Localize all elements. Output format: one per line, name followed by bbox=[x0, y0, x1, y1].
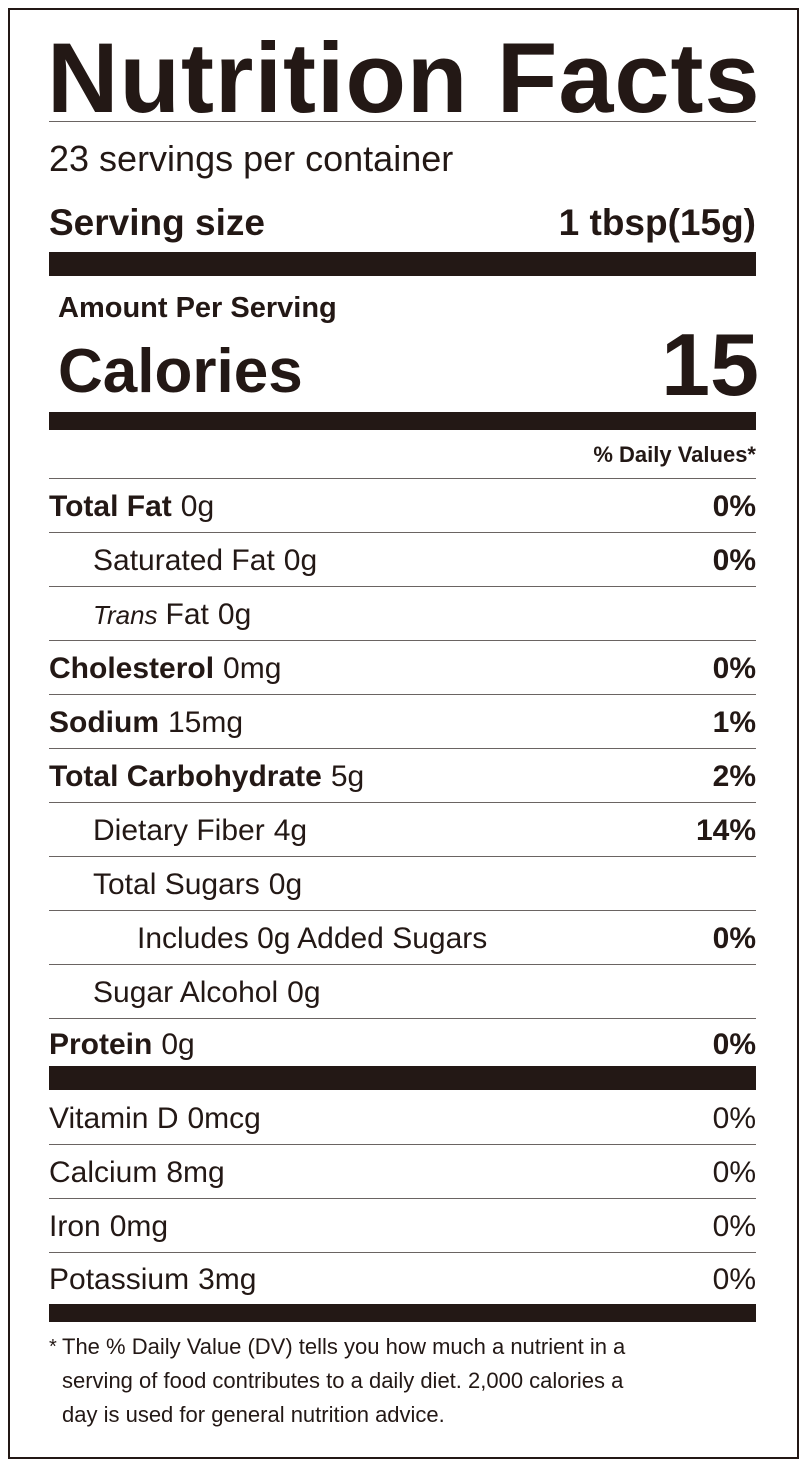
nutrient-amount: 0g bbox=[217, 598, 252, 631]
nutrient-name: Saturated Fat bbox=[93, 544, 275, 577]
nutrient-row: Sodium 15mg 1% bbox=[49, 696, 756, 750]
nutrient-name: Includes 0g Added Sugars bbox=[137, 922, 488, 955]
footnote-line: The % Daily Value (DV) tells you how muc… bbox=[62, 1334, 626, 1359]
title: Nutrition Facts bbox=[47, 22, 761, 133]
nutrient-row: Dietary Fiber 4g 14% bbox=[49, 804, 756, 858]
nutrient-row: Protein 0g 0% bbox=[49, 1020, 756, 1069]
nutrient-name: Total Carbohydrate bbox=[49, 760, 322, 793]
vitamin-name: Vitamin D bbox=[49, 1102, 179, 1135]
divider bbox=[49, 1018, 756, 1019]
daily-value: 0% bbox=[712, 490, 756, 523]
divider bbox=[49, 586, 756, 587]
divider bbox=[49, 748, 756, 749]
nutrient-amount: 0g bbox=[283, 544, 318, 577]
serving-size: 1 tbsp(15g) bbox=[558, 202, 756, 243]
daily-value: 0% bbox=[712, 544, 756, 577]
vitamin-amount: 8mg bbox=[166, 1156, 225, 1189]
amount-heading: Amount Per Serving bbox=[58, 292, 337, 324]
nutrient-name: Total Sugars bbox=[93, 868, 260, 901]
calories-label: Calories bbox=[58, 337, 303, 406]
daily-value: 0% bbox=[712, 1156, 756, 1189]
vitamin-name: Calcium bbox=[49, 1156, 158, 1189]
thick-bar bbox=[49, 412, 756, 430]
nutrient-row: Total Sugars 0g bbox=[49, 858, 756, 912]
vitamin-amount: 0mcg bbox=[187, 1102, 261, 1135]
vitamin-row: Iron 0mg 0% bbox=[49, 1200, 756, 1254]
daily-value: 0% bbox=[712, 652, 756, 685]
divider bbox=[49, 910, 756, 911]
nutrient-name: Dietary Fiber bbox=[93, 814, 265, 847]
nutrient-name: Fat bbox=[165, 598, 209, 631]
serving-size-label: Serving size bbox=[49, 202, 265, 243]
nutrient-amount: 0mg bbox=[223, 652, 282, 685]
nutrient-amount: 0g bbox=[161, 1027, 195, 1061]
divider bbox=[49, 121, 756, 122]
vitamin-amount: 0mg bbox=[109, 1210, 169, 1243]
vitamin-row: Calcium 8mg 0% bbox=[49, 1146, 756, 1200]
servings: 23 servings per container bbox=[49, 138, 454, 179]
daily-value: 14% bbox=[695, 814, 756, 847]
divider bbox=[49, 1144, 756, 1145]
nutrient-name: Sodium bbox=[49, 706, 159, 739]
divider bbox=[49, 856, 756, 857]
daily-value: 0% bbox=[712, 1027, 756, 1061]
thick-bar bbox=[49, 1066, 756, 1090]
daily-value: 0% bbox=[712, 922, 756, 955]
footnote-line: serving of food contributes to a daily d… bbox=[62, 1368, 624, 1393]
daily-value: 0% bbox=[712, 1210, 756, 1243]
daily-value: 1% bbox=[712, 706, 756, 739]
daily-value: 0% bbox=[712, 1263, 756, 1296]
vitamin-row: Vitamin D 0mcg 0% bbox=[49, 1092, 756, 1146]
footnote-line: day is used for general nutrition advice… bbox=[62, 1402, 445, 1427]
divider bbox=[49, 964, 756, 965]
nutrient-amount: 0g bbox=[268, 868, 303, 901]
nutrient-name: Total Fat bbox=[49, 490, 172, 523]
vitamin-amount: 3mg bbox=[198, 1263, 257, 1296]
nutrient-amount: 0g bbox=[180, 490, 215, 523]
nutrient-row: Includes 0g Added Sugars 0% bbox=[49, 912, 756, 966]
label-border bbox=[8, 8, 799, 1459]
divider bbox=[49, 478, 756, 479]
nutrient-amount: 4g bbox=[273, 814, 308, 847]
thick-bar bbox=[49, 252, 756, 276]
daily-values-heading: % Daily Values* bbox=[593, 442, 756, 467]
nutrient-name: Sugar Alcohol bbox=[93, 976, 279, 1009]
nutrient-row: Saturated Fat 0g 0% bbox=[49, 534, 756, 588]
divider bbox=[49, 802, 756, 803]
nutrient-amount: 15mg bbox=[168, 706, 244, 739]
divider bbox=[49, 694, 756, 695]
nutrient-name-italic: Trans bbox=[93, 599, 158, 630]
calories-value: 15 bbox=[661, 315, 759, 414]
nutrient-name: Protein bbox=[49, 1027, 153, 1061]
divider bbox=[49, 1198, 756, 1199]
divider bbox=[49, 532, 756, 533]
nutrient-name: Cholesterol bbox=[49, 652, 215, 685]
divider bbox=[49, 640, 756, 641]
vitamin-row: Potassium 3mg 0% bbox=[49, 1254, 756, 1306]
thick-bar bbox=[49, 1304, 756, 1322]
daily-value: 0% bbox=[712, 1102, 756, 1135]
nutrient-amount: 5g bbox=[330, 760, 365, 793]
vitamin-name: Potassium bbox=[49, 1263, 190, 1296]
divider bbox=[49, 1252, 756, 1253]
daily-value: 2% bbox=[712, 760, 756, 793]
nutrient-row: Total Fat 0g 0% bbox=[49, 480, 756, 534]
footnote-marker: * bbox=[49, 1336, 57, 1358]
vitamin-name: Iron bbox=[49, 1210, 101, 1243]
nutrient-row: Sugar Alcohol 0g bbox=[49, 966, 756, 1020]
nutrient-amount: 0g bbox=[287, 976, 321, 1009]
nutrient-row: Total Carbohydrate 5g 2% bbox=[49, 750, 756, 804]
nutrient-row: Trans Fat 0g bbox=[49, 588, 756, 642]
nutrient-row: Cholesterol 0mg 0% bbox=[49, 642, 756, 696]
